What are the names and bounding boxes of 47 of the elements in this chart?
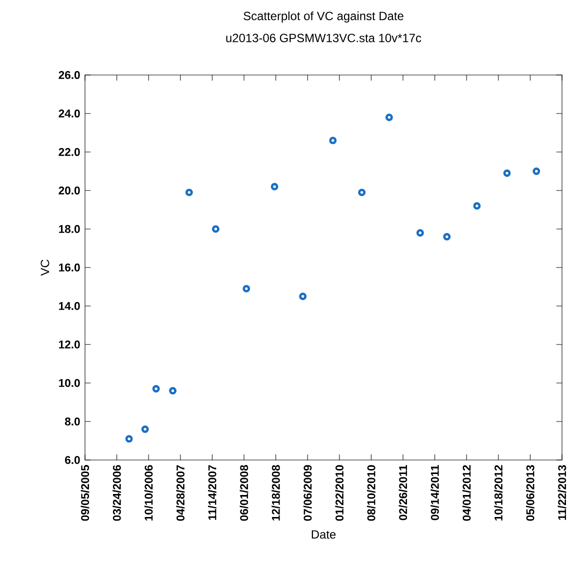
x-tick-label: 11/22/2013 [558,465,566,520]
point [532,168,540,175]
point [443,232,451,240]
y-axis-title: VC [40,260,50,276]
x-tick-label: 06/01/2008 [240,465,248,521]
point [212,225,220,233]
chart-title: Scatterplot of VC against Date [244,11,404,23]
x-tick-label: 09/14/2011 [430,465,440,520]
y-tick-label: 16.0 [59,264,80,272]
point [169,386,176,394]
point [152,385,160,392]
y-tick-label: 8.0 [64,418,80,426]
point [329,136,337,144]
y-tick-label: 14.0 [59,302,80,310]
y-tick-label: 22.0 [58,148,80,156]
chart-subtitle: u2013-06 GPSMW13VC.sta 10v*17c [226,34,422,42]
x-tick-label: 12/18/2008 [272,465,280,520]
x-tick-label: 05/06/2013 [526,465,534,521]
point [385,114,393,122]
x-tick-label: 07/06/2009 [303,465,312,521]
x-tick-label: 02/26/2011 [398,465,408,520]
point [358,188,366,196]
x-tick-label: 10/10/2006 [144,465,153,520]
x-tick-label: 01/22/2010 [335,465,344,521]
x-tick-label: 09/05/2005 [80,465,90,521]
point [503,169,511,177]
x-axis-title: Date [312,530,336,539]
point [185,188,193,196]
y-tick-label: 20.0 [58,186,80,194]
point [473,202,481,210]
y-tick-label: 6.0 [65,456,80,464]
y-tick-label: 12.0 [59,340,80,348]
y-tick-label: 10.0 [59,379,80,387]
x-tick-label: 10/18/2012 [494,465,503,520]
x-tick-label: 11/14/2007 [208,465,216,520]
point [242,284,250,292]
point [299,292,307,300]
y-tick-label: 24.0 [58,110,80,118]
x-tick-label: 04/01/2012 [462,465,471,521]
y-tick-label: 18.0 [59,225,80,233]
point [141,425,149,433]
point [416,229,424,237]
x-tick-label: 04/28/2007 [176,465,185,521]
point [125,435,133,443]
y-tick-label: 26.0 [58,71,80,79]
x-tick-label: 03/24/2006 [112,465,122,521]
x-tick-label: 08/10/2010 [366,465,376,521]
